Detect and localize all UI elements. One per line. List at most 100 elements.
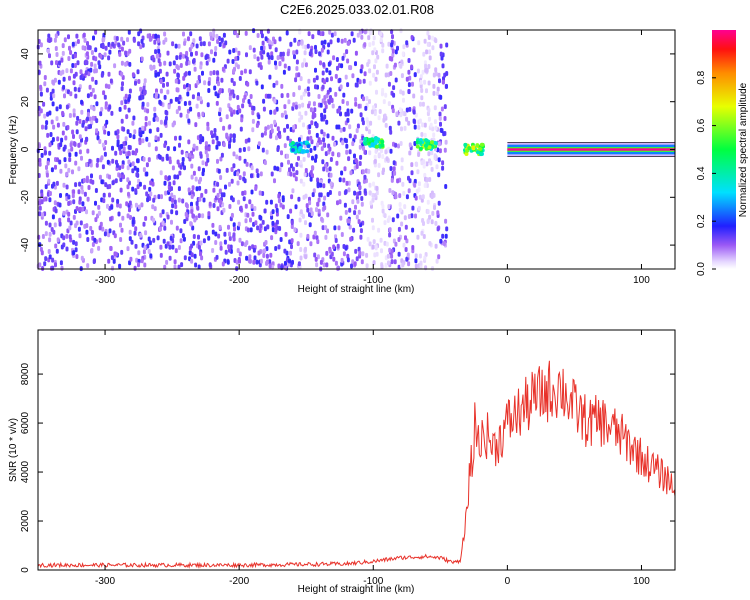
noise-cell bbox=[156, 127, 160, 133]
noise-cell bbox=[358, 250, 362, 256]
noise-cell bbox=[48, 222, 52, 228]
noise-cell bbox=[323, 39, 327, 45]
noise-cell bbox=[51, 257, 55, 263]
noise-cell bbox=[329, 157, 333, 162]
noise-cell bbox=[375, 251, 379, 257]
y-tick-label: 0 bbox=[20, 146, 31, 152]
snr-frame bbox=[37, 329, 676, 571]
noise-cell bbox=[108, 174, 111, 180]
noise-cell bbox=[199, 96, 203, 102]
noise-cell bbox=[379, 37, 383, 43]
noise-cell bbox=[40, 192, 44, 198]
noise-cell bbox=[202, 167, 205, 173]
noise-cell bbox=[294, 176, 298, 182]
noise-cell bbox=[230, 77, 234, 83]
noise-cell bbox=[178, 135, 182, 141]
noise-cell bbox=[358, 29, 362, 35]
tone-band bbox=[507, 148, 675, 151]
noise-cell bbox=[369, 120, 373, 126]
noise-cell bbox=[134, 150, 138, 156]
noise-cell bbox=[322, 183, 326, 189]
noise-cell bbox=[246, 227, 250, 233]
noise-cell bbox=[410, 162, 414, 168]
noise-cell bbox=[229, 133, 233, 139]
noise-cell bbox=[266, 93, 270, 99]
noise-cell bbox=[188, 152, 192, 158]
noise-cell bbox=[276, 126, 280, 132]
noise-cell bbox=[118, 51, 122, 57]
noise-cell bbox=[436, 210, 440, 216]
noise-cell bbox=[190, 209, 194, 214]
noise-cell bbox=[135, 257, 139, 263]
noise-cell bbox=[153, 39, 157, 45]
noise-cell bbox=[61, 130, 65, 136]
noise-cell bbox=[216, 206, 220, 212]
noise-cell bbox=[338, 77, 342, 83]
noise-cell bbox=[159, 212, 163, 218]
noise-cell bbox=[306, 233, 310, 239]
noise-cell bbox=[77, 166, 81, 172]
noise-cell bbox=[405, 107, 409, 113]
noise-cell bbox=[309, 241, 313, 247]
noise-cell bbox=[400, 126, 403, 132]
noise-cell bbox=[304, 62, 308, 68]
noise-cell bbox=[39, 91, 43, 97]
noise-cell bbox=[330, 32, 334, 38]
noise-cell bbox=[412, 93, 416, 99]
noise-cell bbox=[294, 77, 298, 83]
noise-cell bbox=[72, 112, 76, 118]
noise-cell bbox=[320, 47, 324, 53]
noise-cell bbox=[374, 245, 378, 251]
noise-cell bbox=[215, 33, 219, 39]
noise-cell bbox=[258, 190, 262, 196]
noise-cell bbox=[128, 61, 132, 67]
noise-cell bbox=[168, 61, 172, 67]
noise-cell bbox=[213, 85, 217, 91]
noise-cell bbox=[52, 124, 56, 130]
noise-cell bbox=[263, 248, 267, 254]
noise-cell bbox=[417, 152, 421, 157]
noise-cell bbox=[116, 142, 120, 148]
noise-cell bbox=[255, 123, 259, 128]
noise-cell bbox=[421, 218, 425, 223]
noise-cell bbox=[397, 143, 400, 149]
noise-cell bbox=[394, 49, 398, 55]
noise-cell bbox=[274, 64, 278, 70]
noise-cell bbox=[228, 106, 232, 112]
noise-cell bbox=[122, 126, 126, 132]
noise-cell bbox=[230, 111, 234, 117]
noise-cell bbox=[371, 225, 375, 231]
noise-cell bbox=[423, 132, 427, 138]
noise-cell bbox=[108, 104, 112, 110]
noise-cell bbox=[439, 121, 442, 127]
noise-cell bbox=[134, 80, 137, 86]
noise-cell bbox=[348, 207, 352, 213]
signal-blob-cell bbox=[380, 143, 385, 148]
noise-cell bbox=[65, 184, 69, 190]
noise-cell bbox=[48, 110, 52, 116]
noise-cell bbox=[220, 152, 224, 158]
noise-cell bbox=[46, 48, 50, 54]
signal-blob-cell bbox=[424, 143, 428, 148]
noise-cell bbox=[415, 162, 419, 167]
noise-cell bbox=[425, 161, 429, 167]
noise-cell bbox=[268, 74, 272, 80]
noise-cell bbox=[326, 89, 330, 95]
noise-cell bbox=[54, 164, 57, 170]
noise-cell bbox=[171, 165, 175, 171]
noise-cell bbox=[152, 33, 155, 39]
noise-cell bbox=[253, 206, 257, 211]
noise-cell bbox=[190, 43, 194, 49]
noise-cell bbox=[138, 140, 142, 146]
noise-cell bbox=[252, 105, 256, 111]
noise-cell bbox=[96, 135, 100, 141]
noise-cell bbox=[400, 73, 404, 79]
noise-cell bbox=[244, 203, 248, 209]
noise-cell bbox=[85, 209, 88, 215]
noise-cell bbox=[384, 72, 388, 78]
noise-cell bbox=[203, 80, 207, 86]
noise-cell bbox=[63, 93, 66, 99]
noise-cell bbox=[94, 56, 98, 62]
noise-cell bbox=[90, 173, 93, 179]
noise-cell bbox=[368, 241, 372, 247]
